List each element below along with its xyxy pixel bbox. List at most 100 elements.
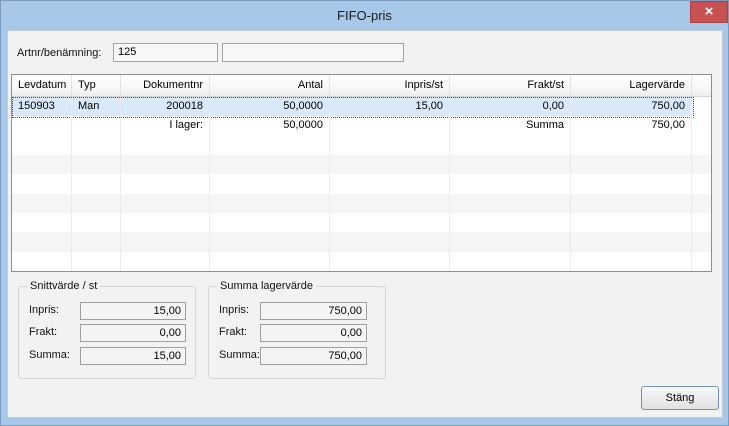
table-cell-empty <box>571 154 692 175</box>
table-cell-empty <box>72 232 121 252</box>
col-header-antal[interactable]: Antal <box>210 75 330 96</box>
dialog-client-area: Artnr/benämning: 125 Levdatum Typ Dokume… <box>7 30 723 418</box>
cell-summa-label: Summa <box>450 116 571 136</box>
table-cell-empty <box>210 232 330 252</box>
table-empty-row <box>12 193 711 213</box>
table-cell-empty <box>692 232 711 252</box>
table-empty-row <box>12 251 711 271</box>
table-cell-empty <box>571 193 692 213</box>
table-empty-row <box>12 232 711 252</box>
table-cell-empty <box>330 212 450 233</box>
groupbox-snittvarde-title: Snittvärde / st <box>27 280 101 292</box>
snitt-frakt-label: Frakt: <box>29 326 58 338</box>
close-button[interactable]: × <box>690 1 728 23</box>
cell-dokumentnr: 200018 <box>121 97 210 117</box>
table-cell-empty <box>12 212 72 233</box>
stang-button[interactable]: Stäng <box>641 386 719 410</box>
col-header-lagervarde[interactable]: Lagervärde <box>571 75 692 96</box>
fifo-table: Levdatum Typ Dokumentnr Antal Inpris/st … <box>11 74 712 272</box>
table-cell-empty <box>450 212 571 233</box>
cell-summa-varde: 750,00 <box>571 116 692 136</box>
table-cell-empty <box>692 193 711 213</box>
col-header-levdatum[interactable]: Levdatum <box>12 75 72 96</box>
benamning-input[interactable] <box>222 43 404 62</box>
cell-typ <box>72 116 121 136</box>
table-cell-empty <box>571 251 692 271</box>
summa-frakt-field[interactable]: 0,00 <box>260 324 367 342</box>
table-cell-empty <box>72 135 121 155</box>
table-cell-empty <box>210 212 330 233</box>
table-cell-empty <box>330 232 450 252</box>
col-header-frakt[interactable]: Frakt/st <box>450 75 571 96</box>
table-cell-empty <box>450 232 571 252</box>
cell-inpris: 15,00 <box>330 97 450 117</box>
cell-typ: Man <box>72 97 121 117</box>
col-header-dokumentnr[interactable]: Dokumentnr <box>121 75 210 96</box>
table-cell-empty <box>450 135 571 155</box>
table-cell-empty <box>210 193 330 213</box>
summa-summa-field[interactable]: 750,00 <box>260 347 367 365</box>
table-cell-empty <box>450 193 571 213</box>
cell-levdatum <box>12 116 72 136</box>
table-cell-empty <box>330 174 450 194</box>
table-cell-empty <box>121 232 210 252</box>
summa-inpris-field[interactable]: 750,00 <box>260 302 367 320</box>
groupbox-summa-lagervarde: Summa lagervärde Inpris: 750,00 Frakt: 0… <box>208 280 386 379</box>
table-cell-empty <box>330 193 450 213</box>
table-cell-empty <box>12 135 72 155</box>
table-cell-empty <box>12 193 72 213</box>
table-cell-empty <box>121 154 210 175</box>
table-cell-empty <box>210 135 330 155</box>
table-cell-empty <box>330 154 450 175</box>
table-cell-empty <box>72 174 121 194</box>
table-cell-empty <box>692 213 711 232</box>
table-cell-empty <box>692 252 711 271</box>
table-cell-empty <box>72 154 121 175</box>
snitt-summa-field[interactable]: 15,00 <box>80 347 186 365</box>
table-cell-empty <box>121 174 210 194</box>
table-cell-empty <box>571 232 692 252</box>
table-row-selected[interactable]: 150903 Man 200018 50,0000 15,00 0,00 750… <box>12 97 711 119</box>
table-cell-empty <box>210 251 330 271</box>
cell-ilager-label: I lager: <box>121 116 210 136</box>
table-cell-empty <box>571 174 692 194</box>
snitt-inpris-field[interactable]: 15,00 <box>80 302 186 320</box>
table-cell-empty <box>210 174 330 194</box>
table-row-summary: I lager: 50,0000 Summa 750,00 <box>12 116 711 136</box>
table-cell-empty <box>330 251 450 271</box>
cell-filler <box>692 116 711 135</box>
groupbox-snittvarde: Snittvärde / st Inpris: 15,00 Frakt: 0,0… <box>18 280 196 379</box>
table-cell-empty <box>692 154 711 175</box>
table-header-row: Levdatum Typ Dokumentnr Antal Inpris/st … <box>12 75 711 97</box>
snitt-summa-label: Summa: <box>29 349 70 361</box>
artnr-label: Artnr/benämning: <box>17 47 102 59</box>
titlebar[interactable]: FIFO-pris × <box>1 1 728 30</box>
col-header-filler <box>692 75 711 96</box>
table-cell-empty <box>12 232 72 252</box>
col-header-typ[interactable]: Typ <box>72 75 121 96</box>
cell-antal: 50,0000 <box>210 97 330 117</box>
table-cell-empty <box>72 251 121 271</box>
table-cell-empty <box>121 193 210 213</box>
cell-lagervarde: 750,00 <box>571 97 692 117</box>
cell-frakt: 0,00 <box>450 97 571 117</box>
window-title: FIFO-pris <box>337 8 392 23</box>
table-cell-empty <box>450 251 571 271</box>
table-empty-row <box>12 135 711 155</box>
table-cell-empty <box>121 251 210 271</box>
table-cell-empty <box>72 193 121 213</box>
table-cell-empty <box>571 135 692 155</box>
artnr-input[interactable]: 125 <box>113 43 218 62</box>
cell-ilager-antal: 50,0000 <box>210 116 330 136</box>
table-cell-empty <box>692 174 711 193</box>
summa-inpris-label: Inpris: <box>219 304 249 316</box>
table-cell-empty <box>12 251 72 271</box>
groupbox-summa-title: Summa lagervärde <box>217 280 316 292</box>
summa-summa-label: Summa: <box>219 349 260 361</box>
cell-empty <box>330 116 450 136</box>
table-empty-row <box>12 174 711 194</box>
cell-filler <box>692 97 711 116</box>
snitt-frakt-field[interactable]: 0,00 <box>80 324 186 342</box>
col-header-inpris[interactable]: Inpris/st <box>330 75 450 96</box>
